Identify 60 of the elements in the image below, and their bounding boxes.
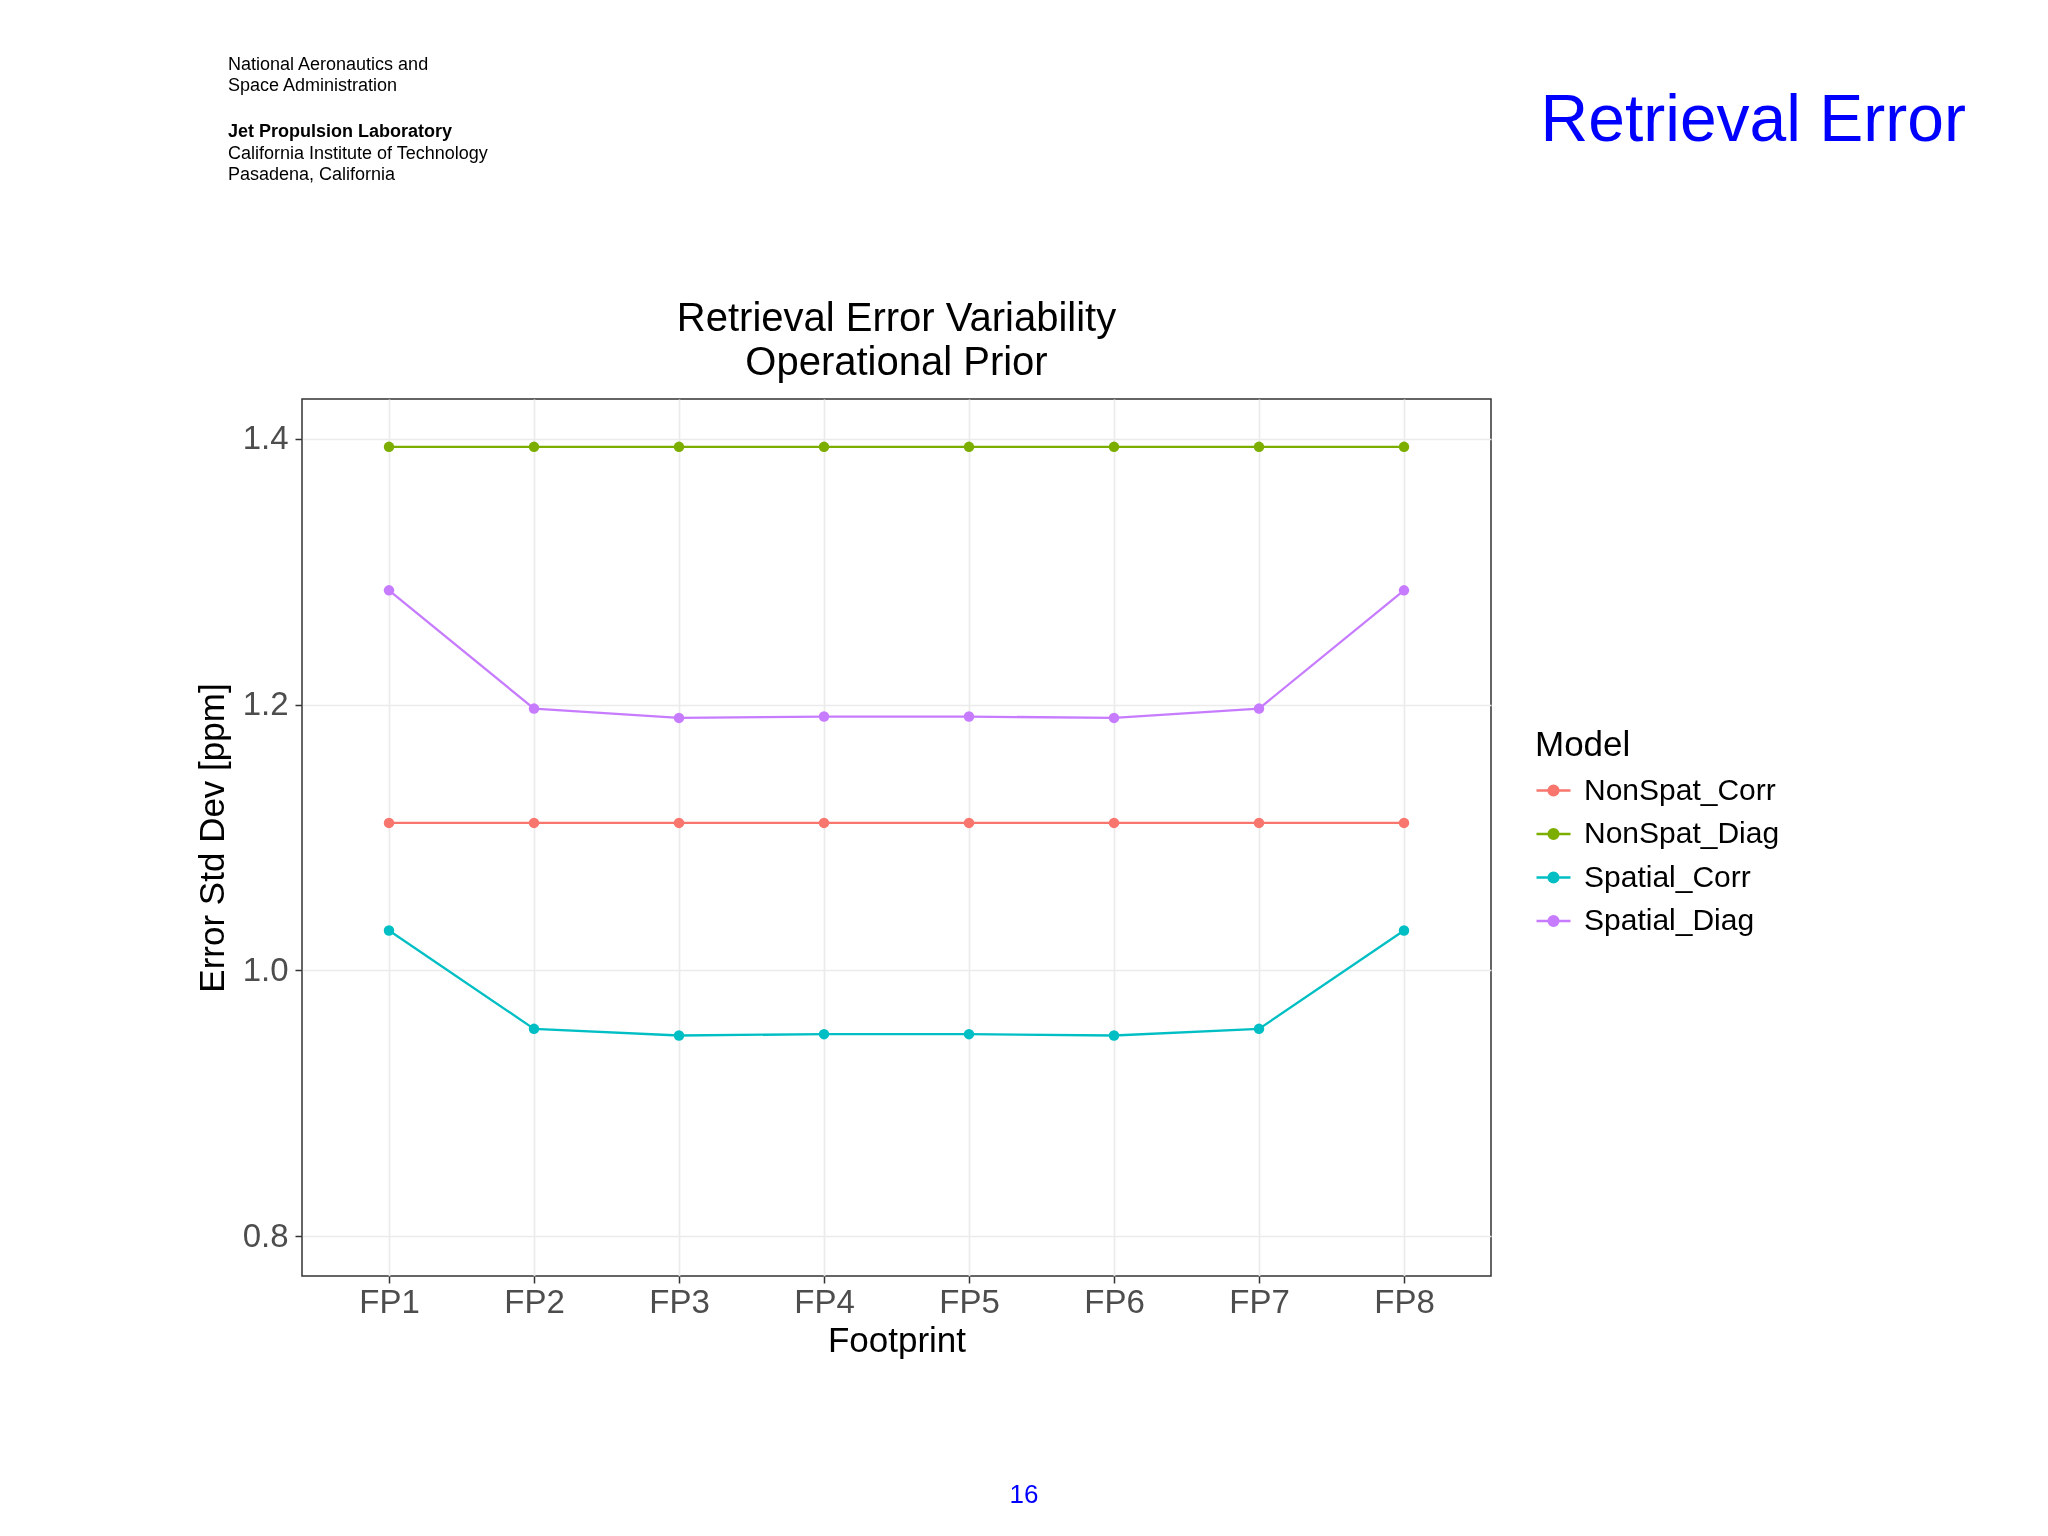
y-axis-title: Error Std Dev [ppm]	[191, 683, 231, 993]
legend-label: NonSpat_Diag	[1584, 816, 1780, 849]
x-tick-label: FP4	[794, 1282, 855, 1320]
point	[1253, 817, 1265, 829]
point	[383, 585, 395, 596]
point	[528, 1023, 540, 1035]
text: Retrieval Error	[1540, 81, 1966, 155]
text: California Institute of Technology	[228, 143, 488, 163]
point	[1253, 441, 1265, 453]
x-tick-label: FP3	[649, 1282, 710, 1320]
point	[1108, 441, 1120, 453]
point	[818, 711, 830, 722]
text: 16	[1009, 1479, 1039, 1509]
chart-subtitle: Operational Prior	[745, 339, 1048, 384]
point	[383, 817, 395, 829]
point	[1253, 1023, 1265, 1035]
x-axis-title: Footprint	[827, 1319, 967, 1359]
point	[1398, 925, 1410, 936]
point	[528, 441, 540, 453]
point	[1108, 712, 1120, 724]
text: National Aeronautics and	[228, 54, 429, 74]
point	[963, 441, 975, 453]
legend-label: Spatial_Corr	[1584, 859, 1751, 893]
legend-label: NonSpat_Corr	[1584, 772, 1776, 806]
point	[673, 712, 685, 724]
point	[963, 711, 975, 722]
point	[673, 817, 685, 829]
point	[818, 441, 830, 453]
point	[963, 817, 975, 829]
x-tick-label: FP5	[939, 1282, 1000, 1320]
point	[963, 1028, 975, 1040]
text: Pasadena, California	[228, 164, 397, 184]
point	[528, 703, 540, 714]
point	[1398, 817, 1410, 829]
x-tick-label: FP2	[504, 1282, 565, 1320]
point	[383, 925, 395, 936]
y-tick-label: 1.4	[242, 419, 289, 457]
point	[1398, 585, 1410, 596]
x-tick-label: FP8	[1374, 1282, 1435, 1320]
legend-label: Spatial_Diag	[1584, 903, 1755, 936]
point	[1253, 703, 1265, 714]
y-tick-label: 0.8	[242, 1216, 289, 1254]
point	[1108, 1030, 1120, 1041]
x-tick-label: FP1	[359, 1282, 420, 1320]
point	[1398, 441, 1410, 453]
chart-title: Retrieval Error Variability	[676, 295, 1117, 340]
point	[818, 1028, 830, 1040]
legend-title: Model	[1535, 724, 1631, 763]
y-tick-label: 1.2	[242, 685, 289, 723]
point	[1108, 817, 1120, 829]
point	[818, 817, 830, 829]
point	[673, 441, 685, 453]
text: Jet Propulsion Laboratory	[228, 121, 453, 141]
x-tick-label: FP6	[1084, 1282, 1145, 1320]
point	[528, 817, 540, 829]
x-tick-label: FP7	[1229, 1282, 1290, 1320]
point	[673, 1030, 685, 1041]
text: Space Administration	[228, 75, 398, 95]
point	[383, 441, 395, 453]
y-tick-label: 1.0	[242, 950, 289, 988]
